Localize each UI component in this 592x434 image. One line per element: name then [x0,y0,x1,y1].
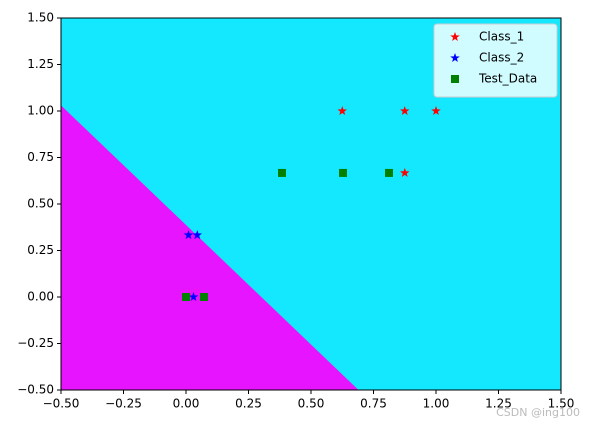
star-marker [400,106,410,115]
square-marker [451,75,459,83]
y-tick-label: 0.00 [27,290,54,304]
y-tick-label: 1.25 [27,57,54,71]
watermark: CSDN @ing100 [496,406,580,419]
x-tick-label: −0.50 [43,397,80,411]
legend-label: Test_Data [478,72,537,86]
square-marker [339,168,347,177]
star-marker [450,53,460,62]
y-tick-label: 0.50 [27,197,54,211]
star-marker [400,167,410,177]
x-tick-label: 0.75 [360,397,387,411]
legend-label: Class_2 [479,51,524,65]
y-tick-label: 0.25 [27,243,54,257]
y-tick-label: 1.50 [27,11,54,25]
x-tick-label: 1.25 [485,397,512,411]
y-tick-label: −0.50 [17,383,54,397]
x-tick-label: 0.50 [298,397,325,411]
x-tick-label: 1.00 [423,397,450,411]
legend-box [433,23,558,98]
star-marker [450,32,460,41]
y-tick-label: −0.25 [17,336,54,350]
x-tick-label: 1.50 [548,397,575,411]
square-marker [385,168,393,177]
star-marker [337,106,347,115]
y-tick-label: 0.75 [27,150,54,164]
square-marker [182,293,190,301]
square-marker [200,293,208,301]
star-marker [188,292,199,301]
x-tick-label: −0.25 [105,397,142,411]
square-marker [278,168,286,177]
star-marker [183,230,194,240]
x-tick-label: 0.00 [173,397,200,411]
x-tick-label: 0.25 [235,397,262,411]
star-marker [192,230,202,240]
star-marker [431,106,441,115]
y-tick-label: 1.00 [27,104,54,118]
decision-region [61,105,359,391]
legend-label: Class_1 [479,30,524,44]
